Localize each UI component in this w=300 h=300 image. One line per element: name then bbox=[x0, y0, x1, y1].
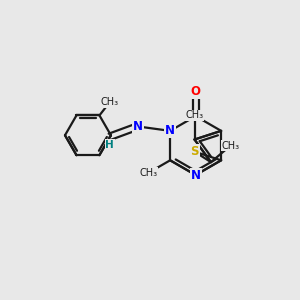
Text: S: S bbox=[190, 145, 199, 158]
Text: N: N bbox=[190, 169, 201, 182]
Text: N: N bbox=[133, 120, 143, 133]
Text: CH₃: CH₃ bbox=[101, 97, 119, 107]
Text: CH₃: CH₃ bbox=[140, 168, 158, 178]
Text: N: N bbox=[165, 124, 175, 137]
Text: O: O bbox=[190, 85, 201, 98]
Text: H: H bbox=[105, 140, 114, 150]
Text: CH₃: CH₃ bbox=[185, 110, 204, 120]
Text: CH₃: CH₃ bbox=[221, 141, 239, 151]
